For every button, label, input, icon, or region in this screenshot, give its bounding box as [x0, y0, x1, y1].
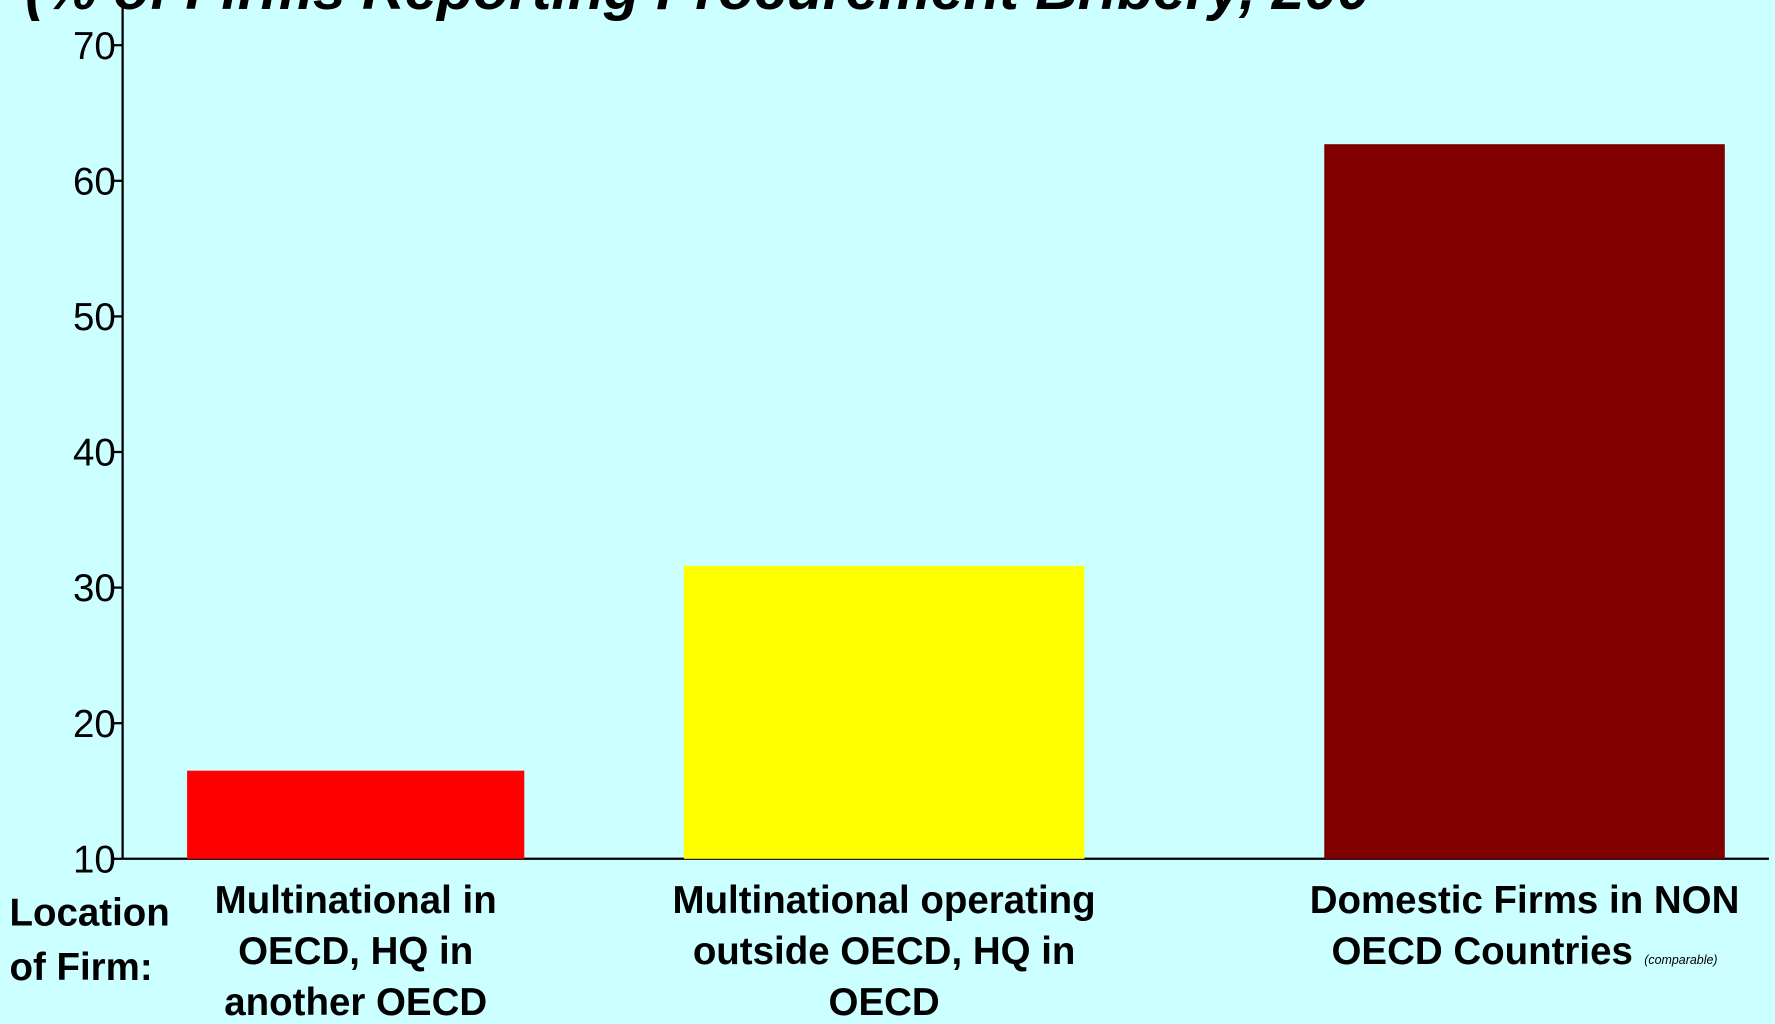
category-label-box: Multinational operating outside OECD, HQ…: [669, 876, 1099, 1024]
y-tick-label: 40: [73, 432, 116, 475]
category-label-wrap: Multinational operating outside OECD, HQ…: [669, 876, 1099, 1024]
y-tick-label: 30: [73, 567, 116, 610]
category-label-box: Multinational in OECD, HQ in another OEC…: [186, 876, 525, 1024]
category-label-wrap: Multinational in OECD, HQ in another OEC…: [186, 876, 525, 1024]
bar: [187, 770, 525, 859]
category-label-box: Domestic Firms in NON OECD Countries (com…: [1276, 876, 1774, 987]
y-tick-label: 50: [73, 296, 116, 339]
y-tick-label: 60: [73, 160, 116, 203]
annotation: (comparable): [1644, 953, 1718, 968]
category-label: Domestic Firms in NON OECD Countries: [1309, 879, 1740, 974]
y-tick-label: 70: [73, 25, 116, 68]
x-label: Location of Firm:: [9, 891, 170, 989]
category-label: Multinational in OECD, HQ in another OEC…: [214, 879, 497, 1024]
x-label-box: Location of Firm:: [9, 891, 170, 989]
category-label-wrap: Domestic Firms in NON OECD Countries (com…: [1276, 876, 1774, 987]
bar: [1324, 144, 1725, 859]
category-label: Multinational operating outside OECD, HQ…: [672, 879, 1096, 1024]
y-tick-label: 10: [73, 838, 116, 881]
y-tick-label: 20: [73, 703, 116, 746]
chart-title: (% of Firms Reporting Procurement Briber…: [25, 0, 1370, 22]
bar: [683, 565, 1085, 859]
